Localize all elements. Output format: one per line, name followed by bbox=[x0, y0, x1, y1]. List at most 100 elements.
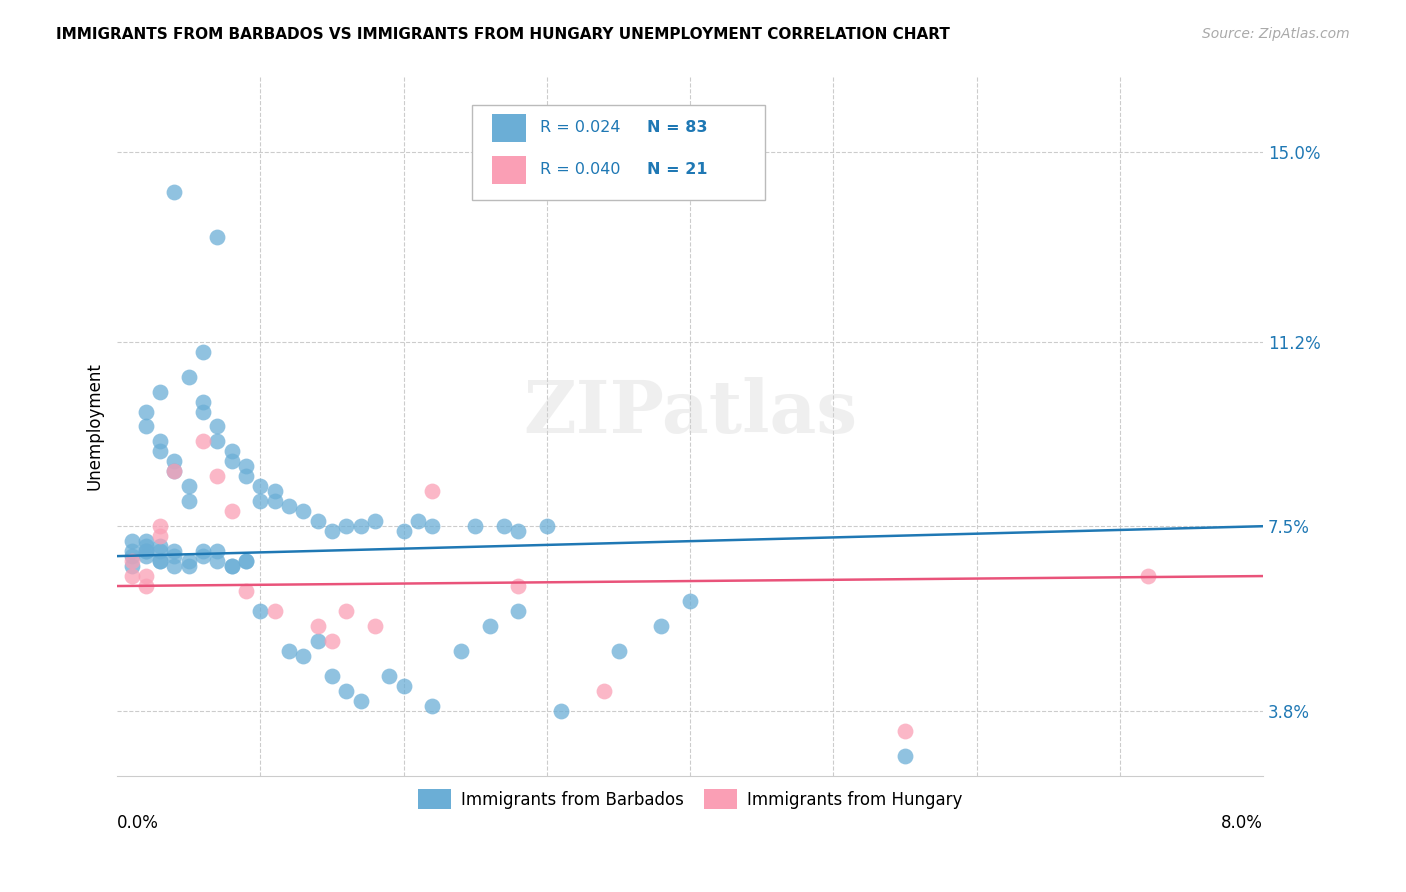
Point bbox=[235, 584, 257, 599]
Point bbox=[406, 514, 429, 528]
FancyBboxPatch shape bbox=[492, 114, 526, 142]
Point bbox=[177, 494, 200, 508]
Point bbox=[221, 559, 243, 574]
Point bbox=[163, 559, 186, 574]
Point bbox=[292, 504, 315, 518]
Point bbox=[135, 404, 157, 418]
Point bbox=[177, 554, 200, 568]
Point bbox=[536, 519, 558, 533]
Point bbox=[177, 559, 200, 574]
Point bbox=[135, 549, 157, 563]
Point bbox=[364, 619, 387, 633]
Point bbox=[420, 698, 443, 713]
Point bbox=[249, 494, 271, 508]
Point bbox=[135, 579, 157, 593]
Text: ZIPatlas: ZIPatlas bbox=[523, 377, 858, 448]
Point bbox=[135, 544, 157, 558]
Point bbox=[135, 544, 157, 558]
Point bbox=[177, 369, 200, 384]
Point bbox=[1137, 569, 1160, 583]
Point bbox=[321, 669, 343, 683]
Point bbox=[221, 559, 243, 574]
Point bbox=[149, 519, 172, 533]
Point bbox=[550, 704, 572, 718]
Point bbox=[121, 549, 143, 563]
Point bbox=[221, 454, 243, 468]
Point bbox=[235, 469, 257, 483]
Text: N = 83: N = 83 bbox=[647, 120, 707, 136]
Point bbox=[335, 519, 357, 533]
Point bbox=[121, 569, 143, 583]
Point bbox=[278, 644, 301, 658]
Point bbox=[149, 539, 172, 553]
Point bbox=[508, 604, 530, 618]
Point bbox=[392, 679, 415, 693]
Point bbox=[163, 185, 186, 199]
Point bbox=[163, 464, 186, 478]
Point bbox=[650, 619, 672, 633]
Point bbox=[321, 633, 343, 648]
Point bbox=[207, 434, 229, 449]
Point bbox=[149, 554, 172, 568]
Point bbox=[235, 459, 257, 474]
Point bbox=[149, 444, 172, 458]
Point bbox=[263, 604, 285, 618]
Text: R = 0.024: R = 0.024 bbox=[540, 120, 620, 136]
Point bbox=[121, 544, 143, 558]
Point bbox=[191, 404, 214, 418]
Point bbox=[163, 549, 186, 563]
Text: IMMIGRANTS FROM BARBADOS VS IMMIGRANTS FROM HUNGARY UNEMPLOYMENT CORRELATION CHA: IMMIGRANTS FROM BARBADOS VS IMMIGRANTS F… bbox=[56, 27, 950, 42]
Point bbox=[221, 444, 243, 458]
Point bbox=[420, 484, 443, 499]
Point bbox=[335, 683, 357, 698]
Point bbox=[207, 469, 229, 483]
Text: 0.0%: 0.0% bbox=[117, 814, 159, 832]
Point bbox=[235, 554, 257, 568]
Point bbox=[378, 669, 401, 683]
Point bbox=[492, 519, 515, 533]
Point bbox=[364, 514, 387, 528]
Point bbox=[163, 544, 186, 558]
Point bbox=[607, 644, 630, 658]
Point bbox=[508, 579, 530, 593]
Point bbox=[679, 594, 702, 608]
Point bbox=[593, 683, 616, 698]
Point bbox=[420, 519, 443, 533]
Text: N = 21: N = 21 bbox=[647, 162, 707, 178]
Text: R = 0.040: R = 0.040 bbox=[540, 162, 620, 178]
Point bbox=[235, 554, 257, 568]
Point bbox=[121, 559, 143, 574]
Point bbox=[894, 723, 917, 738]
FancyBboxPatch shape bbox=[472, 105, 765, 200]
Point bbox=[450, 644, 472, 658]
Point bbox=[149, 554, 172, 568]
Point bbox=[249, 604, 271, 618]
Point bbox=[894, 748, 917, 763]
Point bbox=[321, 524, 343, 539]
Text: Source: ZipAtlas.com: Source: ZipAtlas.com bbox=[1202, 27, 1350, 41]
Point bbox=[307, 633, 329, 648]
Point bbox=[508, 524, 530, 539]
FancyBboxPatch shape bbox=[492, 155, 526, 184]
Point bbox=[207, 554, 229, 568]
Point bbox=[392, 524, 415, 539]
Point bbox=[135, 569, 157, 583]
Point bbox=[207, 230, 229, 244]
Point bbox=[149, 384, 172, 399]
Point bbox=[263, 484, 285, 499]
Point bbox=[307, 619, 329, 633]
Point bbox=[135, 419, 157, 434]
Point bbox=[207, 419, 229, 434]
Point bbox=[478, 619, 501, 633]
Point bbox=[149, 529, 172, 543]
Point bbox=[191, 344, 214, 359]
Point bbox=[163, 464, 186, 478]
Point bbox=[307, 514, 329, 528]
Point bbox=[121, 554, 143, 568]
Point bbox=[149, 544, 172, 558]
Point bbox=[263, 494, 285, 508]
Point bbox=[177, 479, 200, 493]
Point bbox=[135, 534, 157, 549]
Point bbox=[191, 434, 214, 449]
Point bbox=[135, 539, 157, 553]
